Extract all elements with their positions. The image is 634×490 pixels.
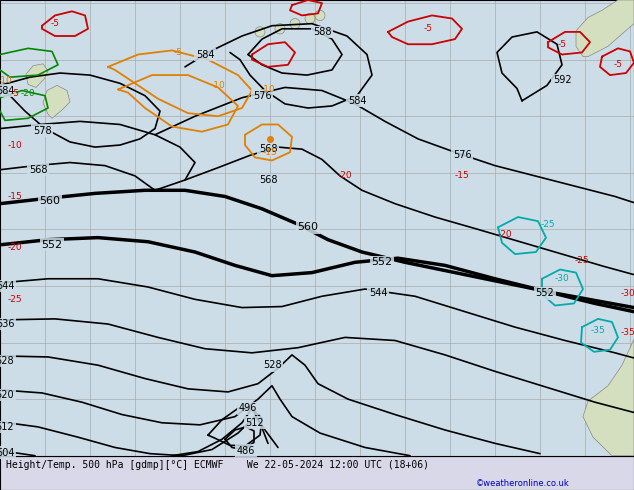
Text: 568: 568 — [29, 165, 48, 175]
Text: 520: 520 — [0, 390, 15, 400]
Text: -15: -15 — [8, 192, 22, 201]
Text: 592: 592 — [553, 75, 571, 85]
Text: -25: -25 — [541, 220, 555, 229]
Text: -35: -35 — [591, 326, 605, 335]
Text: 584: 584 — [196, 49, 214, 59]
Text: 576: 576 — [453, 150, 471, 160]
Text: -30: -30 — [621, 289, 634, 297]
Text: -5: -5 — [424, 24, 432, 33]
Text: 496: 496 — [239, 403, 257, 414]
Text: 584: 584 — [0, 86, 14, 96]
Text: -5: -5 — [11, 89, 20, 98]
Text: 512: 512 — [246, 418, 264, 428]
Circle shape — [275, 24, 285, 34]
Text: -10: -10 — [8, 141, 22, 149]
Text: -5: -5 — [557, 40, 567, 49]
Circle shape — [290, 19, 300, 29]
Text: 544: 544 — [0, 281, 14, 291]
Text: -5: -5 — [614, 60, 623, 69]
Text: -5: -5 — [174, 48, 183, 57]
Circle shape — [315, 10, 325, 21]
Text: ©weatheronline.co.uk: ©weatheronline.co.uk — [476, 479, 569, 488]
Text: -10: -10 — [210, 81, 225, 90]
Text: 588: 588 — [313, 27, 331, 37]
Text: 560: 560 — [297, 222, 318, 232]
Circle shape — [305, 13, 315, 24]
Text: -15: -15 — [262, 148, 278, 157]
Text: 512: 512 — [0, 422, 15, 432]
Text: Height/Temp. 500 hPa [gdmp][°C] ECMWF    We 22-05-2024 12:00 UTC (18+06): Height/Temp. 500 hPa [gdmp][°C] ECMWF We… — [6, 461, 429, 470]
Text: 528: 528 — [0, 356, 15, 366]
Text: 486: 486 — [237, 445, 256, 456]
Text: 568: 568 — [259, 144, 277, 154]
Polygon shape — [43, 85, 70, 118]
Text: 544: 544 — [369, 288, 387, 298]
Text: 552: 552 — [41, 240, 63, 250]
Text: 552: 552 — [372, 257, 392, 268]
Text: 576: 576 — [253, 91, 271, 100]
Text: 504: 504 — [0, 447, 14, 458]
Text: -15: -15 — [455, 172, 469, 180]
Text: -5: -5 — [51, 19, 60, 28]
Polygon shape — [26, 64, 48, 87]
Polygon shape — [583, 340, 634, 456]
Text: -20: -20 — [338, 172, 353, 180]
Text: -20: -20 — [498, 230, 512, 239]
Circle shape — [255, 27, 265, 37]
Text: -25: -25 — [8, 295, 22, 304]
Text: -20: -20 — [8, 244, 22, 252]
Text: -10: -10 — [0, 76, 13, 85]
Text: 578: 578 — [33, 125, 51, 136]
Text: 536: 536 — [0, 319, 14, 329]
Text: 568: 568 — [259, 175, 277, 185]
Text: 584: 584 — [348, 96, 366, 106]
Text: 528: 528 — [262, 360, 281, 370]
Text: -20: -20 — [21, 89, 36, 98]
Text: 560: 560 — [39, 196, 60, 206]
Text: -10: -10 — [261, 85, 275, 94]
Text: -35: -35 — [621, 328, 634, 337]
Text: -30: -30 — [555, 274, 569, 283]
Text: 552: 552 — [536, 288, 554, 298]
Polygon shape — [576, 0, 634, 56]
Text: -25: -25 — [574, 256, 590, 265]
